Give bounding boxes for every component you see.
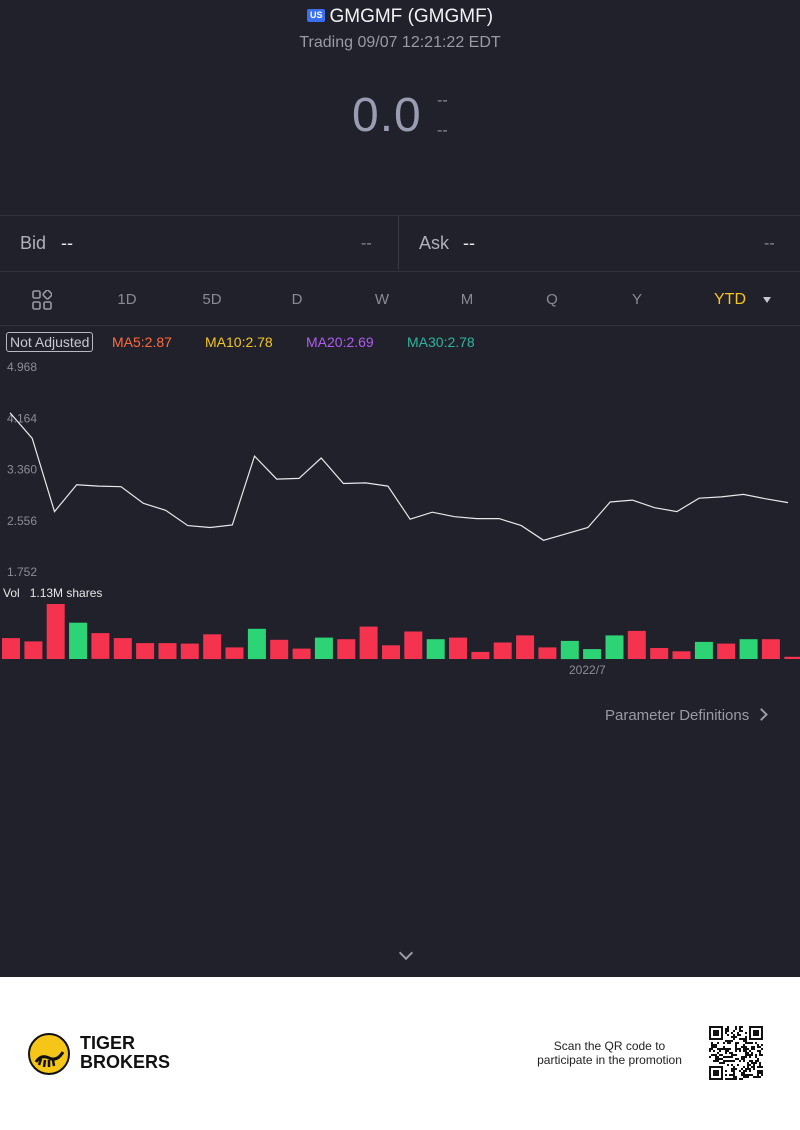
volume-bar bbox=[337, 639, 356, 659]
volume-bar bbox=[694, 641, 713, 659]
volume-bar bbox=[404, 631, 423, 659]
adjust-toggle-button[interactable]: Not Adjusted bbox=[6, 332, 94, 352]
volume-bar bbox=[449, 637, 467, 659]
volume-bar bbox=[672, 651, 691, 659]
stock-detail-screen: US GMGMF (GMGMF) Trading 09/07 12:21:22 E… bbox=[0, 0, 800, 977]
last-price: 0.0 bbox=[352, 89, 422, 142]
volume-bar bbox=[136, 643, 155, 659]
volume-bar bbox=[426, 639, 445, 659]
ma10-legend: MA10:2.78 bbox=[205, 334, 273, 350]
y-tick-label: 3.360 bbox=[7, 463, 37, 477]
market-badge: US bbox=[306, 9, 326, 22]
volume-bar bbox=[180, 643, 199, 659]
brand-line-1: TIGER bbox=[80, 1033, 136, 1053]
y-tick-label: 2.556 bbox=[7, 514, 37, 528]
volume-bar bbox=[516, 635, 535, 659]
volume-label: Vol bbox=[3, 586, 20, 600]
volume-bar bbox=[46, 604, 65, 659]
volume-bar bbox=[225, 647, 244, 659]
symbol-title: GMGMF (GMGMF) bbox=[329, 6, 494, 27]
volume-legend: Vol 1.13M shares bbox=[3, 586, 102, 600]
volume-bar bbox=[203, 634, 222, 660]
volume-bar bbox=[113, 638, 132, 659]
ask-label: Ask bbox=[419, 233, 450, 253]
tab-d[interactable]: D bbox=[291, 291, 303, 308]
tab-m[interactable]: M bbox=[460, 291, 474, 308]
bid-ask-bar: Bid -- -- Ask -- -- bbox=[0, 215, 800, 272]
volume-bar bbox=[314, 637, 333, 659]
volume-value: 1.13M shares bbox=[29, 586, 103, 600]
volume-bar bbox=[247, 628, 266, 660]
ask-value: -- bbox=[463, 233, 475, 253]
parameter-definitions-label: Parameter Definitions bbox=[605, 707, 750, 724]
volume-bar bbox=[69, 622, 88, 659]
tiger-logo-icon bbox=[28, 1033, 70, 1075]
volume-bar bbox=[605, 635, 624, 659]
bid-value: -- bbox=[61, 233, 73, 253]
price-change: -- bbox=[437, 92, 448, 109]
tab-y[interactable]: Y bbox=[631, 291, 643, 308]
symbol-title-row: US GMGMF (GMGMF) bbox=[0, 6, 800, 28]
ma20-legend: MA20:2.69 bbox=[306, 334, 374, 350]
tab-1d[interactable]: 1D bbox=[117, 291, 137, 308]
x-axis-label: 2022/7 bbox=[569, 663, 606, 677]
bid-ask-divider bbox=[398, 216, 399, 270]
volume-bar bbox=[739, 639, 758, 659]
brand-line-2: BROKERS bbox=[80, 1052, 171, 1072]
volume-bar bbox=[583, 649, 602, 659]
parameter-definitions-link[interactable]: Parameter Definitions bbox=[605, 707, 769, 724]
grid-layout-icon[interactable] bbox=[32, 290, 52, 310]
volume-bar bbox=[382, 645, 400, 660]
bid-label: Bid bbox=[20, 233, 47, 253]
chevron-down-icon[interactable] bbox=[763, 297, 771, 303]
promo-line-2: participate in the promotion bbox=[537, 1053, 682, 1067]
promo-text: Scan the QR code to participate in the p… bbox=[532, 1039, 687, 1067]
volume-bar bbox=[650, 648, 669, 659]
tab-ytd[interactable]: YTD bbox=[714, 291, 746, 308]
ma5-legend: MA5:2.87 bbox=[112, 334, 172, 350]
trading-status: Trading 09/07 12:21:22 EDT bbox=[299, 34, 501, 51]
volume-bar bbox=[158, 643, 177, 659]
brand-name: TIGER BROKERS bbox=[80, 1034, 170, 1072]
ask-size: -- bbox=[764, 235, 775, 252]
volume-bar bbox=[471, 651, 490, 660]
y-tick-label: 4.164 bbox=[7, 411, 37, 425]
price-change-percent: -- bbox=[437, 122, 448, 139]
volume-bar bbox=[270, 639, 289, 660]
chevron-right-icon bbox=[755, 708, 769, 721]
y-tick-label: 1.752 bbox=[7, 565, 37, 579]
volume-bar bbox=[560, 640, 579, 660]
volume-bar bbox=[761, 639, 780, 659]
promo-line-1: Scan the QR code to bbox=[553, 1039, 666, 1053]
volume-bar bbox=[538, 647, 557, 659]
volume-bar bbox=[292, 648, 311, 659]
volume-bar bbox=[493, 642, 512, 659]
price-line bbox=[9, 412, 789, 541]
promo-footer: TIGER BROKERS Scan the QR code to partic… bbox=[0, 977, 800, 1130]
volume-bar bbox=[359, 626, 378, 659]
volume-bar bbox=[24, 641, 43, 659]
expand-chevron-down-icon[interactable] bbox=[398, 945, 414, 961]
volume-bar bbox=[784, 656, 800, 659]
indicator-legend: Not Adjusted MA5:2.87 MA10:2.78 MA20:2.6… bbox=[0, 332, 800, 354]
volume-bar bbox=[91, 633, 110, 659]
tab-q[interactable]: Q bbox=[546, 291, 558, 308]
period-tabs: 1D 5D D W M Q Y YTD bbox=[0, 271, 800, 326]
price-volume-chart[interactable]: 4.968 4.164 3.360 2.556 1.752 2022/7 bbox=[0, 355, 800, 680]
volume-bar bbox=[717, 643, 736, 659]
volume-bar bbox=[627, 630, 646, 659]
bid-size: -- bbox=[361, 235, 372, 252]
qr-code-image bbox=[709, 1026, 763, 1080]
ma30-legend: MA30:2.78 bbox=[407, 334, 475, 350]
tab-5d[interactable]: 5D bbox=[202, 291, 222, 308]
y-tick-label: 4.968 bbox=[7, 360, 37, 374]
volume-bar bbox=[2, 638, 20, 659]
quote-header: US GMGMF (GMGMF) Trading 09/07 12:21:22 E… bbox=[0, 0, 800, 215]
tab-w[interactable]: W bbox=[374, 291, 390, 308]
